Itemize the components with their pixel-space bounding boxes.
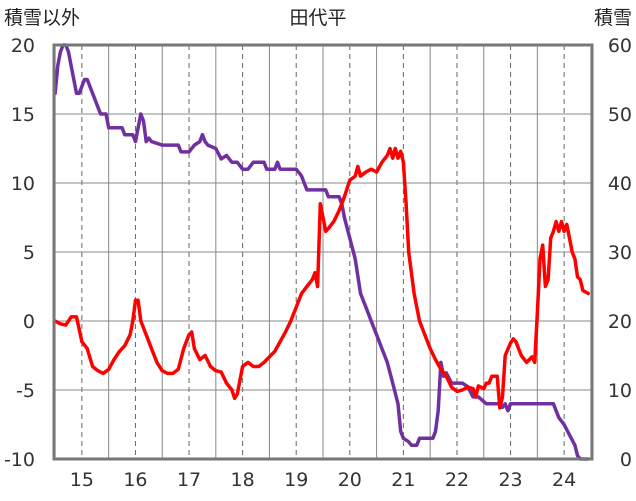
y-left-tick-label: 15	[11, 104, 35, 126]
chart-title: 田代平	[289, 7, 346, 29]
y-right-tick-label: 10	[608, 380, 632, 402]
x-tick-label: 20	[338, 469, 362, 491]
x-tick-label: 21	[391, 469, 415, 491]
right-axis-label: 積雪	[594, 7, 632, 29]
y-left-tick-label: -5	[16, 380, 35, 402]
y-left-tick-label: 10	[11, 173, 35, 195]
y-right-tick-label: 20	[608, 311, 632, 333]
x-tick-label: 15	[70, 469, 94, 491]
y-right-tick-label: 40	[608, 173, 632, 195]
snow-depth-series-line	[53, 43, 590, 461]
other-series-line	[53, 146, 590, 410]
y-left-tick-label: 5	[23, 242, 35, 264]
y-right-tick-label: 0	[620, 449, 632, 471]
x-tick-label: 23	[498, 469, 522, 491]
x-tick-label: 24	[552, 469, 576, 491]
x-tick-label: 16	[123, 469, 147, 491]
x-tick-label: 22	[445, 469, 469, 491]
y-right-tick-label: 30	[608, 242, 632, 264]
y-left-tick-label: -10	[4, 449, 35, 471]
x-tick-label: 17	[177, 469, 201, 491]
y-left-tick-label: 0	[23, 311, 35, 333]
y-left-tick-label: 20	[11, 35, 35, 57]
x-tick-label: 18	[231, 469, 255, 491]
y-right-tick-label: 50	[608, 104, 632, 126]
series-lines	[53, 43, 590, 461]
plot-frame	[52, 43, 594, 461]
y-right-tick-label: 60	[608, 35, 632, 57]
x-tick-label: 19	[284, 469, 308, 491]
grid	[54, 45, 592, 459]
left-axis-label: 積雪以外	[4, 7, 80, 29]
